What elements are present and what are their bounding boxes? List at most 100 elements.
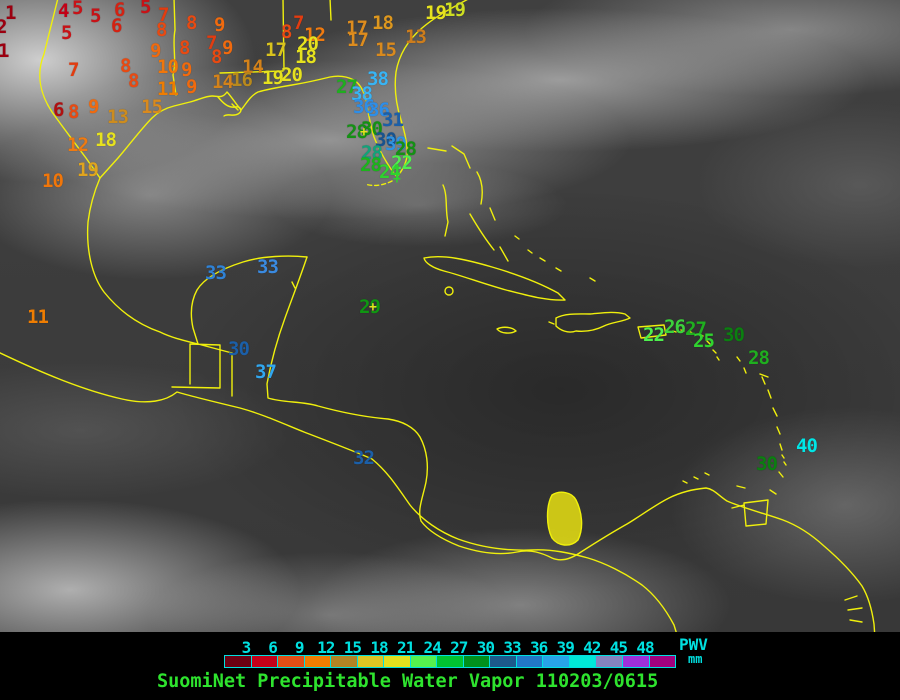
product-title: SuomiNet Precipitable Water Vapor 110203… [157, 671, 659, 692]
unit-sub-label: mm [688, 652, 703, 666]
station-value: 9 [186, 76, 197, 98]
coast-florida-east [394, 0, 468, 178]
scale-tick: 30 [476, 638, 495, 657]
colorbar-segment [463, 656, 490, 667]
coast-pacific [0, 352, 679, 638]
station-value: 9 [214, 14, 225, 36]
station-value: 8 [128, 70, 139, 92]
scale-tick: 9 [294, 638, 305, 657]
scale-tick: 33 [503, 638, 521, 657]
station-value: 38 [367, 68, 389, 90]
station-value: 5 [72, 0, 83, 19]
station-value: 18 [372, 12, 394, 34]
orinoco-delta [844, 595, 863, 623]
colorbar-segment [596, 656, 622, 667]
station-value: 7 [68, 59, 79, 81]
station-value: 30 [375, 129, 397, 151]
island-trinidad [731, 499, 769, 527]
coastlines-layer [0, 0, 876, 638]
station-value: 9 [181, 59, 192, 81]
station-value: 9 [222, 37, 233, 59]
island-puerto-rico [637, 324, 667, 339]
scale-tick: 6 [268, 638, 278, 657]
station-value: 28 [395, 138, 417, 160]
islands-bahamas [427, 145, 596, 282]
station-value: 20 [281, 64, 303, 86]
scale-tick: 36 [529, 638, 548, 657]
station-value: 8 [68, 101, 79, 123]
unit-label: PWV [679, 635, 708, 654]
station-value: 6 [111, 15, 122, 37]
scale-tick: 15 [343, 638, 362, 657]
station-value: 32 [353, 447, 375, 469]
station-value: 27 [336, 76, 358, 98]
station-value: 8 [186, 12, 197, 34]
station-value: 24 [379, 161, 401, 183]
colorbar-segment [543, 656, 569, 667]
coast-caribbean-mainland [266, 256, 876, 638]
station-value: 39 [385, 133, 407, 155]
station-value: 26 [664, 316, 686, 338]
color-scale-bar [224, 655, 676, 668]
colorbar-segment [516, 656, 543, 667]
colorbar-segment [490, 656, 516, 667]
station-value: 10 [157, 56, 179, 78]
station-value: 22 [643, 324, 665, 346]
station-value: 8 [211, 46, 222, 68]
islands-antilles [672, 329, 787, 495]
station-value: 30 [756, 453, 778, 475]
station-mark: + [393, 172, 401, 187]
colorbar-segment [437, 656, 463, 667]
station-value: 36 [368, 99, 390, 121]
station-value: 12 [67, 134, 89, 156]
island-hispaniola [548, 311, 631, 333]
station-value: 11 [157, 78, 179, 100]
station-value: 16 [231, 69, 253, 91]
station-value: 37 [255, 361, 277, 383]
station-value: 29 [359, 296, 381, 318]
coast-delta [217, 96, 242, 117]
station-value: 28 [748, 347, 770, 369]
satellite-map: 1 2 1 4 5 5 5 6 6 5 7 8 8 9 7 9 8 8 7 8 8 9 10 9 11 9 14 14 16 19 20 6 8… [0, 0, 900, 638]
station-value: 4 [58, 0, 69, 22]
station-value: 18 [95, 129, 117, 151]
station-value: 19 [77, 159, 99, 181]
station-value: 8 [156, 19, 167, 41]
station-value: 30 [723, 324, 745, 346]
station-value: 38 [351, 83, 373, 105]
station-value: 7 [293, 12, 304, 34]
station-value: 17 [347, 29, 369, 51]
lake-maracaibo [546, 491, 583, 546]
station-value: 15 [375, 39, 397, 61]
station-value: 2 [0, 16, 7, 38]
islands-abc [682, 472, 746, 489]
station-value: 30 [361, 118, 383, 140]
colorbar-segment [357, 656, 384, 667]
border-tx-la [172, 0, 177, 96]
station-value: 11 [27, 306, 49, 328]
station-value: 13 [405, 26, 427, 48]
station-value: 9 [88, 96, 99, 118]
station-value: 19 [425, 2, 447, 24]
station-value: 15 [141, 96, 163, 118]
station-value: 22 [391, 152, 413, 174]
colorbar-segment [649, 656, 676, 667]
borders-central-america [171, 343, 233, 397]
colorbar-segment [569, 656, 596, 667]
station-value: 1 [5, 2, 16, 24]
island-isle-of-youth [444, 286, 454, 296]
colorbar-segment [251, 656, 278, 667]
station-value: 31 [382, 109, 404, 131]
scale-tick: 45 [609, 638, 628, 657]
station-value: 7 [206, 32, 217, 54]
station-value: 5 [140, 0, 151, 18]
colorbar-segment [622, 656, 649, 667]
station-mark: + [369, 300, 377, 315]
colorbar-segment [384, 656, 410, 667]
scale-tick: 21 [396, 638, 415, 657]
colorbar-segment [304, 656, 331, 667]
scale-tick: 42 [583, 638, 601, 657]
colorbar-segment [331, 656, 357, 667]
island-cozumel [291, 281, 296, 289]
